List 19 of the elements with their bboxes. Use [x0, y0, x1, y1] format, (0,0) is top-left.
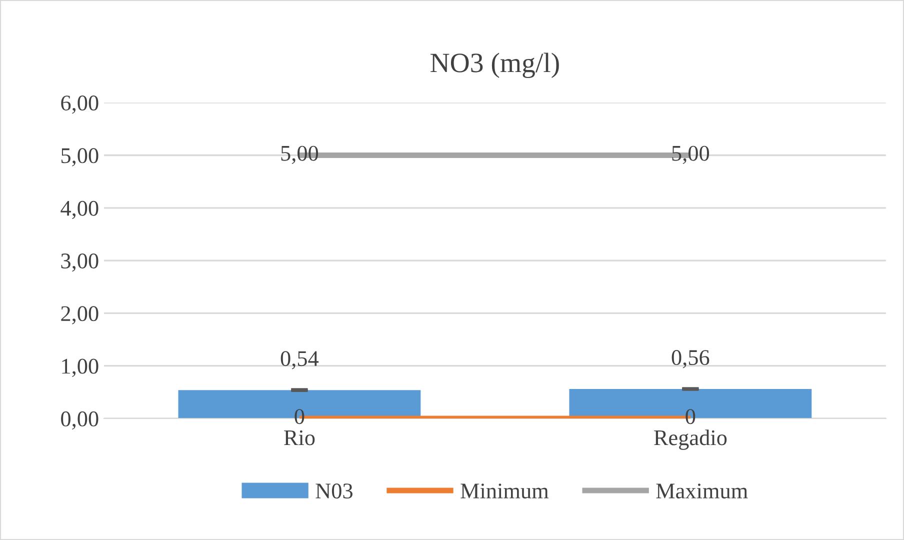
y-tick-label: 3,00	[61, 253, 98, 272]
y-tick-label: 2,00	[61, 306, 98, 324]
legend-label: N03	[316, 484, 352, 498]
x-tick-label: Rio	[284, 430, 315, 446]
y-tick-label: 0,00	[61, 411, 98, 430]
data-label: 0,54	[280, 351, 319, 370]
data-label: 0	[686, 409, 696, 424]
x-tick-label: Regadio	[654, 430, 727, 450]
y-tick-label: 4,00	[60, 200, 98, 220]
data-label: 0	[294, 409, 304, 424]
y-tick-label: 1,00	[62, 358, 98, 377]
chart-title: NO3 (mg/l)	[430, 52, 559, 78]
y-tick-label: 6,00	[61, 96, 98, 114]
y-tick-label: 5,00	[62, 148, 98, 166]
data-label: 5,00	[672, 146, 710, 164]
data-label: 5,00	[281, 146, 318, 164]
legend-label: Minimum	[460, 484, 549, 498]
data-label: 0,56	[672, 350, 710, 368]
legend-label: Maximum	[656, 484, 748, 498]
